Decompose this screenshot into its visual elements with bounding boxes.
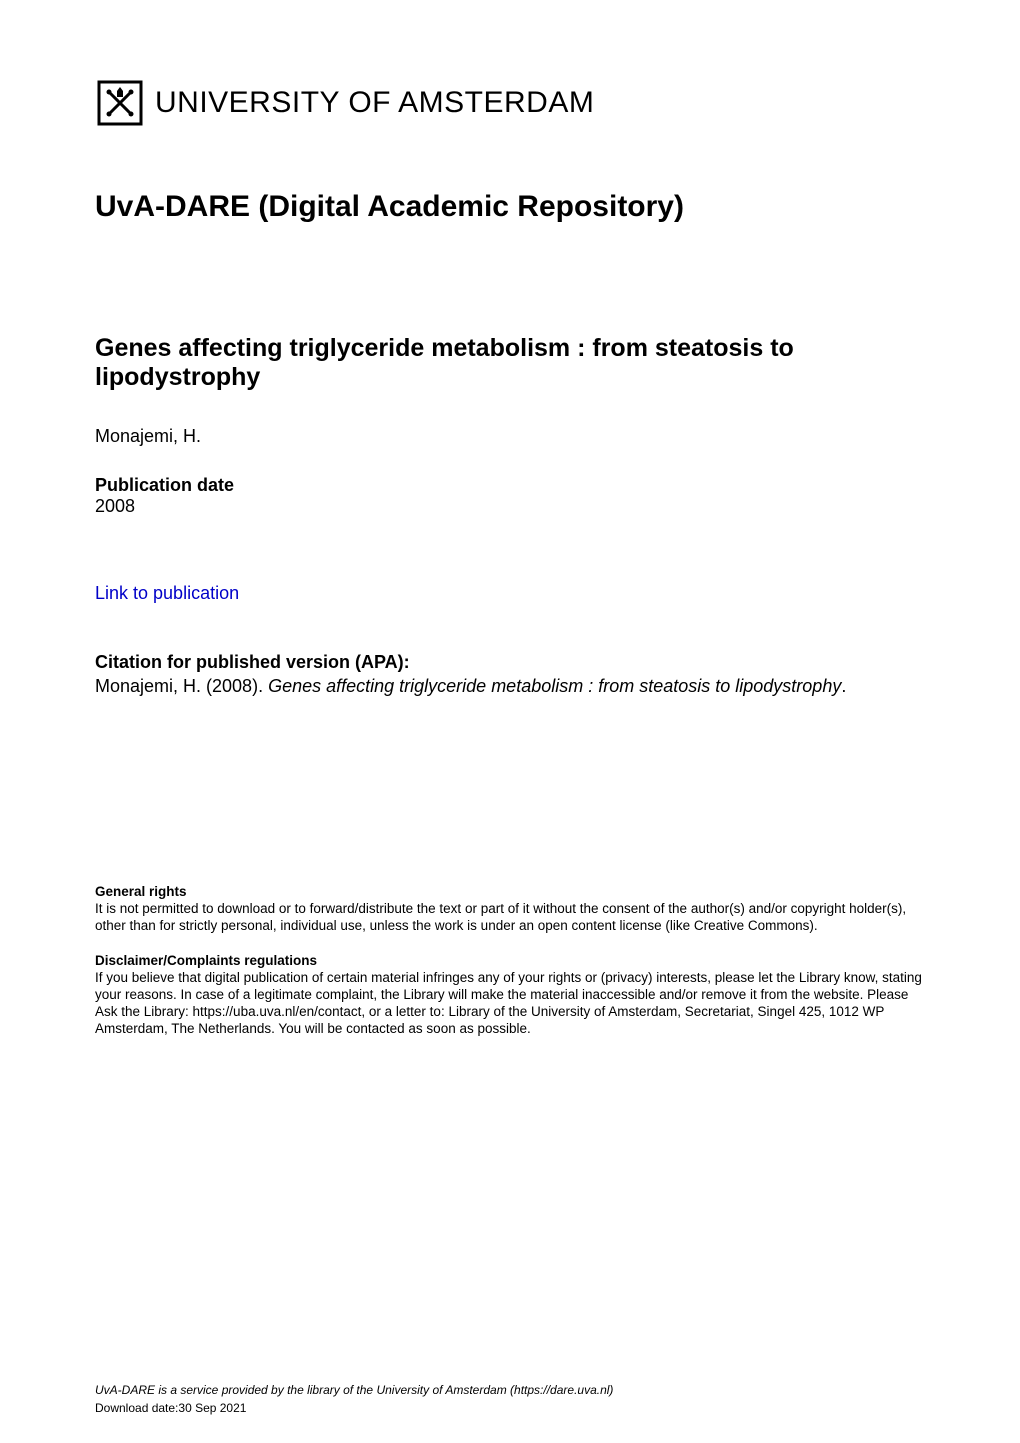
footer-service-text: UvA-DARE is a service provided by the li… (95, 1383, 925, 1397)
citation-prefix: Monajemi, H. (2008). (95, 676, 268, 696)
general-rights-text: It is not permitted to download or to fo… (95, 901, 925, 935)
disclaimer-heading: Disclaimer/Complaints regulations (95, 953, 925, 968)
publication-date-value: 2008 (95, 496, 925, 517)
disclaimer-text: If you believe that digital publication … (95, 970, 925, 1038)
footer: UvA-DARE is a service provided by the li… (95, 1383, 925, 1415)
header: UNIVERSITY OF AMSTERDAM (95, 78, 925, 128)
repository-title: UvA-DARE (Digital Academic Repository) (95, 190, 925, 224)
university-logo-icon (95, 78, 145, 128)
citation-suffix: . (841, 676, 846, 696)
citation-italic: Genes affecting triglyceride metabolism … (268, 676, 841, 696)
university-name: UNIVERSITY OF AMSTERDAM (155, 86, 594, 120)
paper-authors: Monajemi, H. (95, 426, 925, 447)
general-rights-heading: General rights (95, 884, 925, 899)
footer-download-date: Download date:30 Sep 2021 (95, 1401, 925, 1415)
paper-title: Genes affecting triglyceride metabolism … (95, 334, 925, 392)
publication-date-label: Publication date (95, 475, 925, 496)
citation-heading: Citation for published version (APA): (95, 652, 925, 673)
citation-text: Monajemi, H. (2008). Genes affecting tri… (95, 675, 925, 698)
link-to-publication[interactable]: Link to publication (95, 583, 239, 604)
